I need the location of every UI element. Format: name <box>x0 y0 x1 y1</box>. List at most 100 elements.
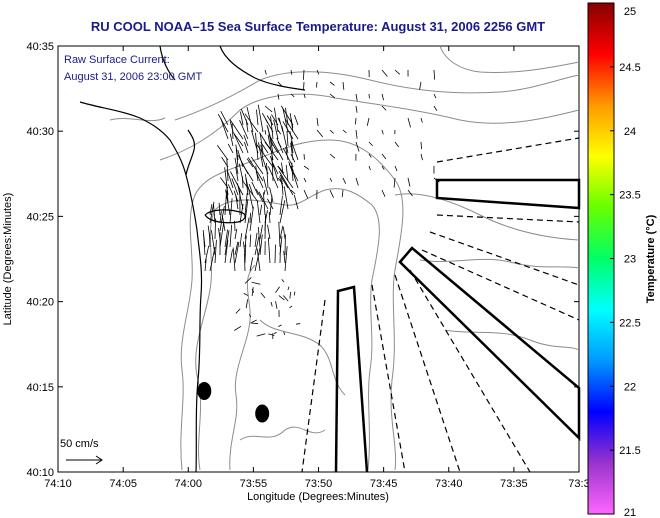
current-vector <box>256 201 261 224</box>
current-vector <box>204 259 207 272</box>
current-vector <box>264 69 267 75</box>
current-vector <box>233 133 244 147</box>
current-vector <box>244 253 246 272</box>
current-vector <box>355 129 358 139</box>
current-vector <box>277 129 282 135</box>
current-vector <box>303 93 306 99</box>
current-vector <box>264 141 279 161</box>
x-tick-label: 73:50 <box>305 478 333 490</box>
colorbar-tick-label: 22.5 <box>619 317 640 329</box>
current-vector <box>244 244 247 264</box>
current-vector <box>267 127 274 154</box>
markers <box>197 382 270 423</box>
current-vector <box>289 305 293 309</box>
current-vector <box>254 236 260 256</box>
current-vector <box>251 181 259 196</box>
current-vector <box>269 187 274 203</box>
current-vector <box>249 234 252 248</box>
current-vector <box>234 325 242 331</box>
current-vector <box>216 144 229 161</box>
radial-line <box>436 214 580 223</box>
x-tick-label: 74:00 <box>175 478 203 490</box>
current-vector <box>260 144 264 161</box>
radial-line <box>394 274 461 473</box>
current-vector <box>256 144 274 168</box>
current-vector <box>341 189 344 198</box>
current-vector <box>290 189 296 195</box>
current-vector <box>284 246 288 272</box>
current-vector <box>243 141 249 154</box>
current-vector <box>225 181 229 203</box>
current-vector <box>291 162 294 182</box>
current-vector <box>259 204 263 216</box>
current-vector <box>342 129 347 134</box>
current-vector <box>249 212 251 224</box>
current-vector <box>286 131 289 147</box>
current-vector <box>281 162 284 175</box>
current-vector <box>303 69 305 80</box>
current-vector <box>255 188 264 203</box>
current-vector <box>220 118 229 140</box>
current-vector <box>255 132 259 161</box>
current-vector <box>273 331 277 335</box>
contour-line <box>109 117 166 122</box>
current-vector <box>355 177 359 186</box>
contour-line <box>174 71 580 121</box>
x-tick-label: 74:10 <box>44 478 72 490</box>
plot-area: Raw Surface Current: August 31, 2006 23:… <box>57 45 581 473</box>
current-vector <box>329 129 334 134</box>
current-vector <box>229 198 233 224</box>
colorbar <box>587 2 615 515</box>
current-vector <box>283 250 286 264</box>
current-vector <box>270 141 279 154</box>
current-vector <box>221 215 226 232</box>
current-vector <box>316 117 319 126</box>
current-vector <box>291 166 299 189</box>
current-vector <box>303 189 309 199</box>
current-vector <box>420 117 423 123</box>
x-tick-label: 73:55 <box>240 478 268 490</box>
current-vector <box>420 141 422 150</box>
current-vector <box>229 133 234 147</box>
current-vector <box>281 177 284 196</box>
contour-line <box>444 329 580 351</box>
colorbar-tick-label: 21.5 <box>619 445 640 457</box>
current-vector <box>209 233 211 248</box>
current-vector <box>204 245 210 264</box>
current-vector <box>234 228 238 240</box>
current-vector <box>260 292 266 299</box>
x-axis-ticks: 74:10 74:05 74:00 73:55 73:50 73:45 73:40 73:35… <box>44 46 590 490</box>
colorbar-tick-label: 23 <box>624 254 636 266</box>
current-vector <box>229 224 233 248</box>
current-vector <box>269 155 279 182</box>
current-vector <box>239 233 243 248</box>
current-vector <box>381 165 385 170</box>
current-vector <box>285 146 289 161</box>
current-vector <box>368 165 371 171</box>
track-south <box>334 285 369 473</box>
current-vector <box>227 184 234 196</box>
coastline <box>79 45 306 473</box>
y-tick-label: 40:10 <box>26 467 54 479</box>
current-vector <box>259 234 263 256</box>
current-vector <box>281 126 289 154</box>
current-vector <box>283 331 286 336</box>
current-vector <box>224 240 229 264</box>
current-vector <box>231 123 234 140</box>
current-vector <box>254 232 258 248</box>
current-vector <box>393 177 396 188</box>
current-vector <box>270 301 273 307</box>
current-vector <box>244 113 259 133</box>
current-vector <box>355 105 358 113</box>
current-vector <box>245 119 249 133</box>
current-vector <box>239 203 244 224</box>
current-vector <box>256 333 266 337</box>
current-vector <box>214 239 217 264</box>
current-vector <box>268 211 271 224</box>
current-vector <box>276 137 284 154</box>
current-vector <box>267 237 271 264</box>
current-vector <box>381 105 387 111</box>
current-vector <box>229 119 244 140</box>
current-vector <box>219 223 224 248</box>
current-vector <box>256 248 261 272</box>
